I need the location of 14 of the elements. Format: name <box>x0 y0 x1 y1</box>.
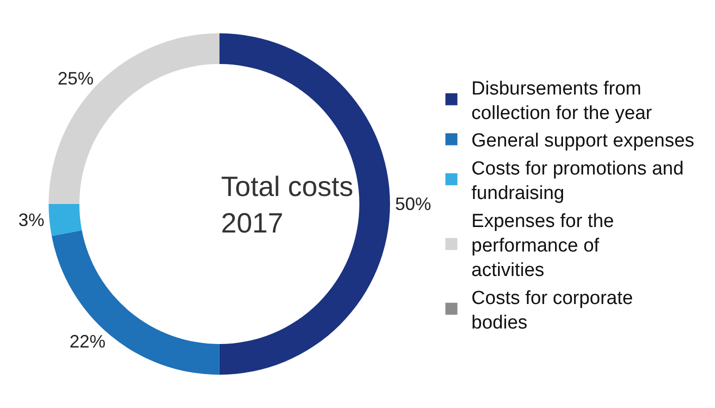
donut-slice <box>48 33 220 204</box>
legend-label: Costs for corporate bodies <box>471 288 633 334</box>
donut-slice <box>48 204 82 236</box>
legend-label: Costs for promotions and fundraising <box>471 158 684 204</box>
legend-label: General support expenses <box>471 130 694 152</box>
legend-label: Expenses for the performance of activities <box>471 210 614 282</box>
data-label: 50% <box>395 194 432 214</box>
data-label: 22% <box>70 331 106 352</box>
legend-label: Disbursements from collection for the year <box>471 78 653 124</box>
donut-slice <box>219 33 390 375</box>
data-label: 3% <box>18 210 44 230</box>
text: Total costs 2017 <box>221 171 354 238</box>
donut-slice <box>52 230 220 375</box>
data-label: 25% <box>58 68 94 88</box>
